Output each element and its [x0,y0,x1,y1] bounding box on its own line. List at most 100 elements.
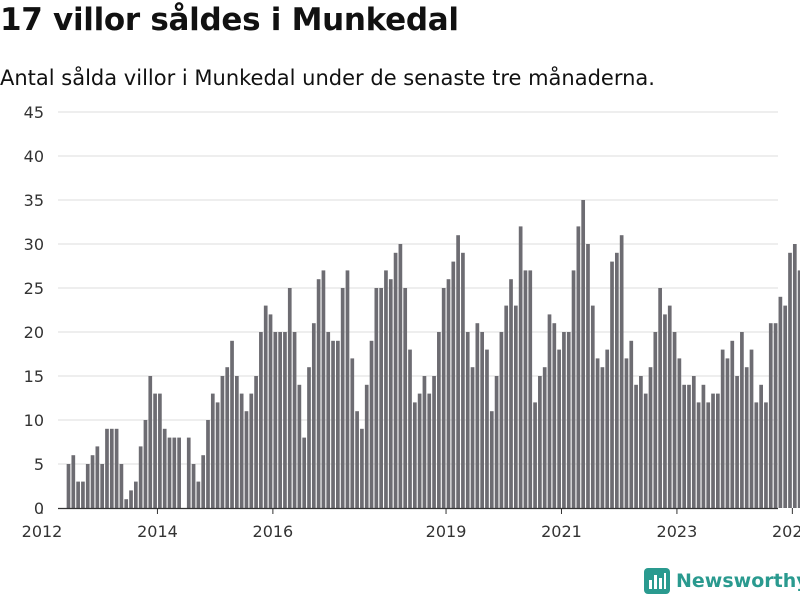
bar [778,296,783,508]
bar [711,393,715,508]
bar [523,270,528,508]
bar [143,420,148,508]
bar [716,393,720,508]
bar [764,402,768,508]
x-tick-label: 2023 [657,522,698,541]
bar [230,340,234,508]
bar [720,349,725,508]
bar [480,332,485,508]
bar [129,490,133,508]
bar [374,288,379,508]
bar [595,358,600,508]
chart-title: 17 villor såldes i Munkedal [0,2,459,38]
bar [658,288,662,508]
bar [509,279,513,508]
bar [133,481,138,508]
bar [287,288,292,508]
bar [605,349,610,508]
bar [792,244,797,508]
bar [427,393,432,508]
bar [153,393,157,508]
bar [687,384,691,508]
bar [364,384,369,508]
bar [186,437,191,508]
bar [66,464,71,508]
bar [259,332,263,508]
bar [412,402,417,508]
bar [85,464,90,508]
x-tick-label: 2014 [137,522,178,541]
bar [297,384,302,508]
bar [629,340,634,508]
bar [225,367,230,508]
bar [437,332,441,508]
y-tick-label: 25 [24,279,44,298]
bar [653,332,658,508]
bar [643,393,648,508]
bar [350,358,355,508]
bar [485,349,489,508]
bar [759,384,763,508]
bar [773,323,778,508]
bar [422,376,427,508]
bar [148,376,153,508]
bar [244,411,249,508]
bar [167,437,172,508]
bar [730,340,735,508]
bar [619,235,624,508]
bar [138,446,143,508]
bar [210,393,215,508]
bar [475,323,480,508]
y-tick-label: 5 [34,455,44,474]
bar [768,323,773,508]
bar [105,428,109,508]
bar [369,340,374,508]
bar [432,376,436,508]
bar [663,314,667,508]
bar [109,428,114,508]
bar [316,279,321,508]
bar [744,367,749,508]
bar [754,402,759,508]
bar [215,402,220,508]
bar [196,481,201,508]
bar [489,411,494,508]
bar [547,314,552,508]
bar [701,384,706,508]
bar [562,332,566,508]
bar [691,376,696,508]
y-tick-label: 0 [34,499,44,518]
bar [682,384,687,508]
bar [206,420,210,508]
bar [95,446,100,508]
bar [451,261,456,508]
bar [518,226,523,508]
bar [249,393,254,508]
bar [90,455,95,508]
y-tick-label: 10 [24,411,44,430]
y-axis: 0 5 10 15 20 25 30 35 40 45 [24,103,44,518]
bar [398,244,403,508]
bar [340,288,345,508]
y-tick-label: 45 [24,103,44,122]
bar [494,376,499,508]
bar [788,252,792,508]
bar [336,340,340,508]
bar [311,323,316,508]
bar [533,402,537,508]
bar [696,402,701,508]
bar [725,358,730,508]
brand-name: Newsworthy [676,570,800,592]
bar [470,367,475,508]
bar [360,428,364,508]
bar [441,288,446,508]
bar [513,305,518,508]
bar [542,367,547,508]
bar [278,332,282,508]
bar [302,437,307,508]
bar [499,332,504,508]
bar [388,279,393,508]
bar [590,305,595,508]
bar [379,288,383,508]
